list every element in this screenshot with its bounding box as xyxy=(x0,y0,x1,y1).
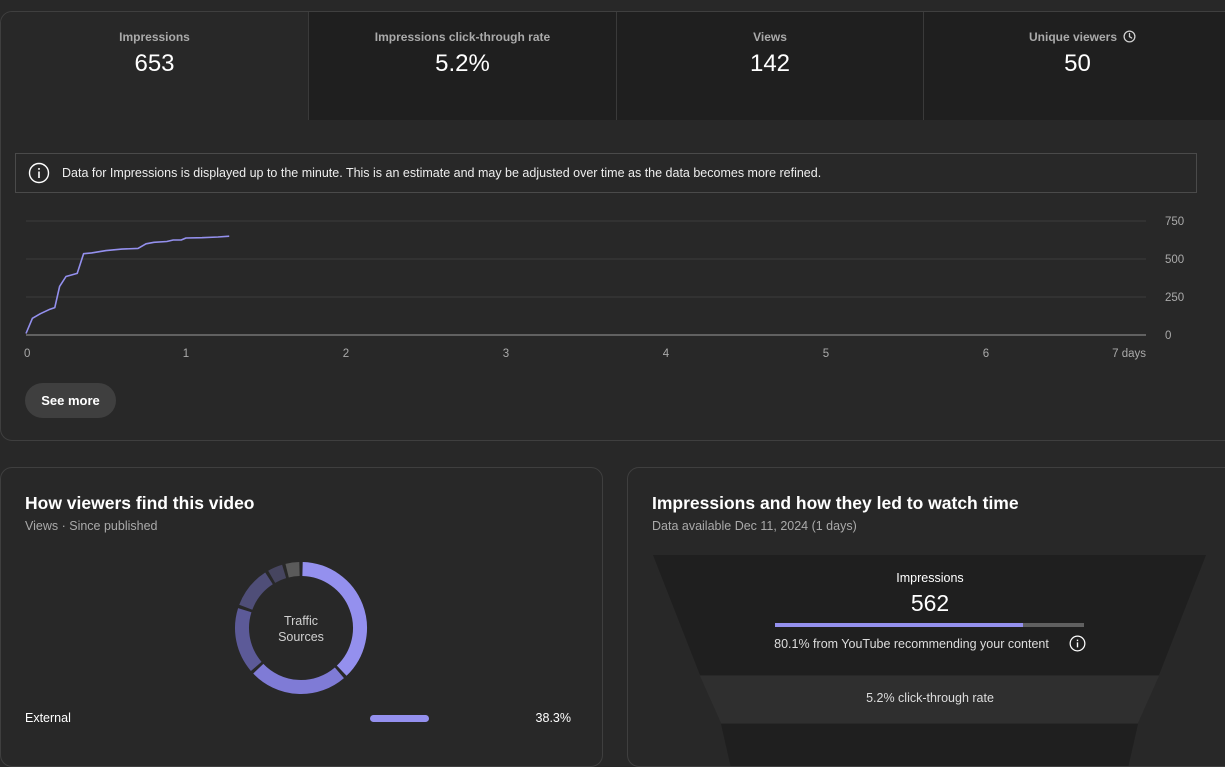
impressions-line-chart: 0 250 500 750 0 1 2 3 4 5 6 7 days xyxy=(24,216,1184,360)
card-subtitle: Data available Dec 11, 2024 (1 days) xyxy=(652,519,857,533)
see-more-button[interactable]: See more xyxy=(25,383,116,418)
info-banner-text: Data for Impressions is displayed up to … xyxy=(62,166,822,180)
x-tick-label: 0 xyxy=(24,348,30,360)
donut-segment xyxy=(268,564,287,583)
recommendation-note: 80.1% from YouTube recommending your con… xyxy=(628,635,1225,652)
x-tick-label: 7 days xyxy=(1112,348,1146,360)
card-subtitle: Views · Since published xyxy=(25,519,158,533)
card-title: How viewers find this video xyxy=(25,493,255,513)
metric-label: Unique viewers xyxy=(924,30,1225,44)
metric-value: 653 xyxy=(134,50,175,77)
x-tick-label: 4 xyxy=(663,348,670,360)
x-tick-label: 5 xyxy=(823,348,829,360)
metric-tabs: Impressions 653 Impressions click-throug… xyxy=(1,12,1225,120)
donut-segment xyxy=(285,562,300,578)
info-icon[interactable] xyxy=(1069,635,1086,652)
metric-value: 5.2% xyxy=(435,50,490,77)
card-title: Impressions and how they led to watch ti… xyxy=(652,493,1019,513)
tab-views[interactable]: Views 142 xyxy=(616,12,923,120)
funnel-impressions-value: 562 xyxy=(910,590,950,616)
y-tick-label: 500 xyxy=(1165,254,1184,266)
traffic-source-bar-track xyxy=(370,715,524,722)
x-tick-label: 1 xyxy=(183,348,189,360)
traffic-source-bar xyxy=(370,715,429,722)
funnel-ctr-label: 5.2% click-through rate xyxy=(866,691,994,705)
x-tick-label: 3 xyxy=(503,348,509,360)
metric-value: 142 xyxy=(749,50,791,77)
recommendation-note-text: 80.1% from YouTube recommending your con… xyxy=(774,637,1049,651)
donut-segment xyxy=(253,663,344,694)
x-tick-label: 6 xyxy=(983,348,989,360)
donut-center-label: Sources xyxy=(278,630,324,644)
metric-label: Impressions xyxy=(119,30,190,44)
traffic-source-row[interactable]: External 38.3% xyxy=(25,711,575,727)
y-tick-label: 250 xyxy=(1165,292,1184,304)
unique-viewers-label: Unique viewers xyxy=(1028,30,1118,44)
funnel-impressions-label: Impressions xyxy=(896,571,964,585)
traffic-sources-card: How viewers find this video Views · Sinc… xyxy=(0,467,603,767)
info-icon xyxy=(28,162,50,184)
metric-label: Impressions click-through rate xyxy=(374,30,551,44)
donut-segment xyxy=(235,608,262,671)
x-tick-label: 2 xyxy=(343,348,349,360)
donut-segment xyxy=(302,562,367,676)
metric-value: 50 xyxy=(1064,50,1091,77)
tab-impressions[interactable]: Impressions 653 xyxy=(1,12,308,120)
recommendation-bar xyxy=(775,623,1023,627)
donut-segment xyxy=(239,572,274,611)
info-banner: Data for Impressions is displayed up to … xyxy=(15,153,1197,193)
y-tick-label: 0 xyxy=(1165,330,1171,342)
traffic-sources-donut: Traffic Sources xyxy=(235,562,367,694)
impressions-overview-card: Impressions 653 Impressions click-throug… xyxy=(0,11,1225,441)
y-tick-label: 750 xyxy=(1165,216,1184,228)
tab-impressions-ctr[interactable]: Impressions click-through rate 5.2% xyxy=(308,12,616,120)
impressions-series-line xyxy=(25,235,230,334)
clock-icon[interactable] xyxy=(1123,30,1136,43)
donut-center-label: Traffic xyxy=(284,614,318,628)
traffic-source-percent: 38.3% xyxy=(535,711,571,725)
traffic-source-name: External xyxy=(25,711,71,725)
funnel-shape xyxy=(653,555,1206,766)
recommendation-bar-track xyxy=(775,623,1084,627)
metric-label: Views xyxy=(753,30,787,44)
tab-unique-viewers[interactable]: Unique viewers 50 xyxy=(923,12,1225,120)
impressions-funnel-card: Impressions and how they led to watch ti… xyxy=(627,467,1225,767)
